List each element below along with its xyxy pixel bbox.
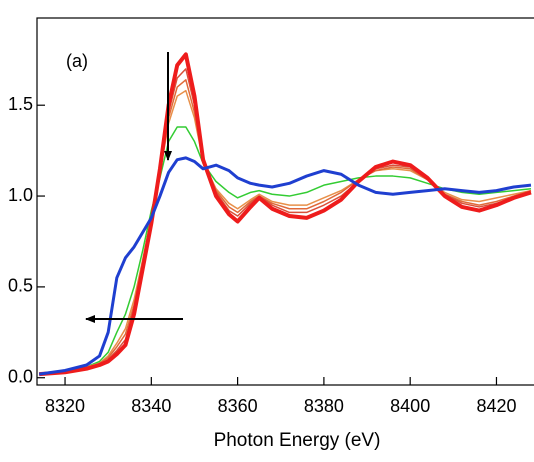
x-tick-label: 8320 [45,396,85,416]
spectrum-line [39,79,532,375]
x-tick-label: 8400 [390,396,430,416]
spectrum-line [39,68,532,375]
x-tick-label: 8380 [304,396,344,416]
panel-label: (a) [66,51,88,71]
x-tick-label: 8420 [476,396,516,416]
plot-frame [36,17,534,386]
spectrum-line [38,156,532,376]
x-tick-label: 8360 [218,396,258,416]
y-tick-label: 1.5 [8,94,33,114]
y-tick-label: 0.5 [8,276,33,296]
spectrum-line [39,126,532,375]
x-axis-title: Photon Energy (eV) [214,430,381,451]
curves [38,52,532,377]
x-tick-label: 8340 [131,396,171,416]
spectrum-line [39,89,532,375]
spectrum-line [39,52,532,377]
y-tick-label: 1.0 [8,185,33,205]
y-tick-label: 0.0 [8,366,33,386]
